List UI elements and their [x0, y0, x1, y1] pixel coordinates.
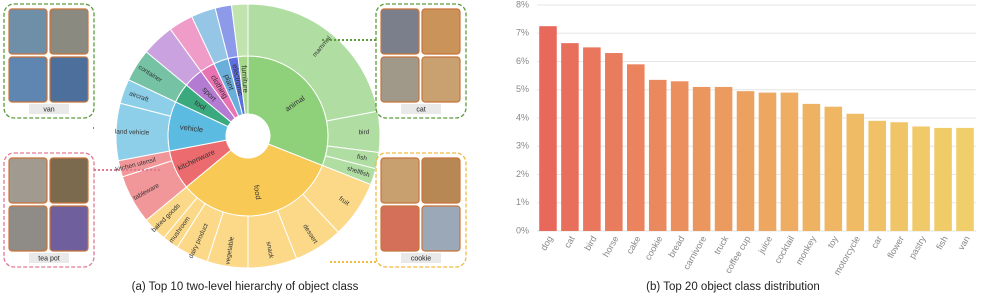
bar — [802, 103, 821, 231]
x-tick-label: horse — [601, 234, 621, 258]
photo — [49, 56, 89, 103]
center-hole — [226, 114, 270, 158]
bar — [605, 53, 623, 232]
callout-box — [375, 3, 467, 119]
callout-box — [3, 3, 95, 119]
panel-a-caption: (a) Top 10 two-level hierarchy of object… — [132, 281, 359, 293]
photo — [380, 157, 420, 204]
callout-label: tea pot — [38, 255, 59, 262]
x-tick-label: cat — [562, 234, 577, 250]
callout-box — [375, 152, 467, 268]
x-tick-label: car — [869, 234, 884, 250]
photo — [380, 56, 420, 103]
outer-label: fish — [356, 154, 368, 163]
inner-label: furniture — [240, 65, 251, 93]
bar — [736, 91, 755, 231]
x-tick-label: bird — [582, 234, 598, 252]
y-tick-label: 1% — [516, 197, 529, 207]
tag-bg — [29, 104, 69, 114]
x-tick-label: cookie — [643, 234, 665, 262]
bar — [824, 106, 843, 231]
photo — [49, 157, 89, 204]
y-tick-label: 8% — [516, 0, 529, 9]
bar — [561, 43, 579, 232]
photo — [380, 205, 420, 252]
bar — [539, 26, 557, 231]
x-tick-label: monkey — [794, 234, 819, 267]
y-tick-label: 0% — [516, 225, 529, 235]
photo — [8, 205, 48, 252]
y-tick-label: 2% — [516, 169, 529, 179]
x-tick-label: flower — [885, 234, 906, 260]
outer-label: bird — [358, 129, 369, 136]
y-tick-label: 4% — [516, 112, 529, 122]
bar — [758, 92, 777, 231]
x-tick-label: van — [956, 234, 972, 252]
x-tick-label: pastry — [907, 234, 928, 261]
outer-arc — [230, 3, 249, 58]
x-tick-label: bread — [666, 234, 686, 259]
outer-label: land vehicle — [115, 129, 150, 137]
photo — [421, 157, 461, 204]
photo — [380, 8, 420, 55]
bar — [846, 113, 865, 231]
tag-bg — [401, 104, 441, 114]
photo — [421, 56, 461, 103]
tag-bg — [401, 253, 441, 263]
bar — [714, 86, 733, 231]
y-tick-label: 7% — [516, 28, 529, 38]
tag-bg — [29, 253, 69, 263]
bar — [780, 92, 799, 231]
callout-label: cat — [416, 106, 425, 113]
bar — [670, 81, 689, 232]
photo — [8, 8, 48, 55]
photo — [49, 205, 89, 252]
callout-label: cookie — [411, 255, 431, 262]
bar — [868, 120, 887, 231]
bar — [890, 122, 908, 231]
bar — [956, 127, 974, 231]
photo — [421, 205, 461, 252]
bar — [692, 86, 711, 231]
bar — [648, 79, 667, 231]
outer-label: snack — [264, 241, 274, 260]
bar — [583, 47, 601, 231]
callout-label: van — [43, 106, 54, 113]
x-tick-label: truck — [712, 234, 731, 256]
outer-label: fruit — [337, 195, 350, 207]
panel-b-caption: (b) Top 20 object class distribution — [646, 281, 820, 293]
callout-box — [3, 152, 95, 268]
y-tick-label: 5% — [516, 84, 529, 94]
bar — [934, 127, 952, 231]
x-tick-label: dog — [539, 234, 555, 252]
inner-label: food — [252, 184, 263, 200]
photo — [8, 56, 48, 103]
photo — [421, 8, 461, 55]
x-tick-label: juice — [756, 234, 774, 256]
x-tick-label: cake — [624, 234, 642, 255]
inner-label: vehicle — [179, 122, 203, 134]
photo — [8, 157, 48, 204]
outer-label: vegetable — [224, 236, 235, 265]
bar — [626, 64, 645, 231]
bar — [912, 126, 930, 231]
x-tick-label: cocktail — [773, 234, 797, 265]
x-tick-label: fish — [934, 234, 950, 251]
y-tick-label: 3% — [516, 141, 529, 151]
x-tick-label: toy — [825, 234, 840, 250]
photo — [49, 8, 89, 55]
y-tick-label: 6% — [516, 56, 529, 66]
